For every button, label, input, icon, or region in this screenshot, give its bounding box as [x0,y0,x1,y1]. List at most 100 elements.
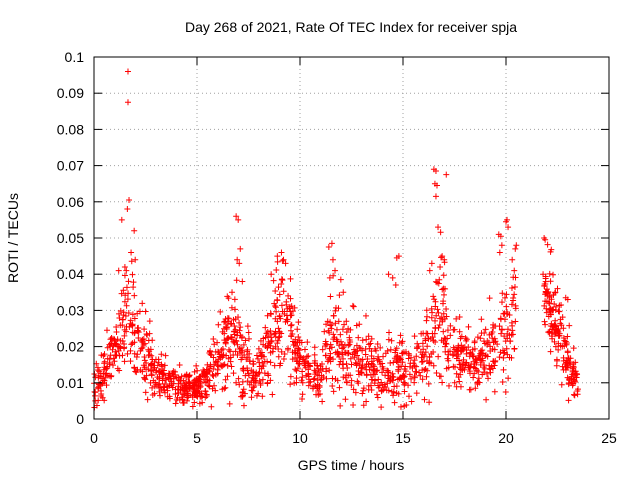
data-point [224,335,231,342]
data-point [231,322,238,329]
data-point [378,404,385,411]
data-point [123,267,130,274]
data-point [435,224,442,231]
data-point [281,350,288,357]
data-point [542,298,549,305]
data-point [384,367,391,374]
data-point [214,370,221,377]
data-point [374,357,381,364]
data-point [110,355,117,362]
data-point [486,295,493,302]
data-point [258,353,265,360]
data-point [326,329,333,336]
data-point [336,361,343,368]
data-point [363,336,370,343]
data-point [240,365,247,372]
data-point [365,333,372,340]
data-point [272,329,279,336]
data-point [443,306,450,313]
data-point [469,346,476,353]
data-point [447,332,454,339]
data-point [92,397,99,404]
data-point [336,292,343,299]
data-point [275,284,282,291]
data-point [485,375,492,382]
data-point [409,364,416,371]
data-point [275,345,282,352]
data-point [115,267,122,274]
data-point [204,369,211,376]
data-point [541,318,548,325]
data-point [239,278,246,285]
data-point [215,321,222,328]
data-point [421,396,428,403]
data-point [253,369,260,376]
data-point [191,399,198,406]
data-point [181,391,188,398]
data-point [210,365,217,372]
data-point [203,391,210,398]
data-point [423,307,430,314]
data-point [474,378,481,385]
data-point [211,382,218,389]
data-point [193,362,200,369]
data-point [384,347,391,354]
data-point [146,351,153,358]
data-point [511,291,518,298]
data-point [251,383,258,390]
data-point [227,321,234,328]
data-point [235,375,242,382]
data-point [377,344,384,351]
data-point [230,338,237,345]
data-point [451,326,458,333]
data-point [108,334,115,341]
data-point [389,274,396,281]
data-point [235,314,242,321]
data-point [287,312,294,319]
data-point [463,359,470,366]
data-point [370,371,377,378]
data-point [199,393,206,400]
data-point [392,282,399,289]
data-point [147,368,154,375]
data-point [330,388,337,395]
data-point [135,324,142,331]
data-point [180,377,187,384]
data-point [547,323,554,330]
data-point [362,312,369,319]
data-point [450,363,457,370]
data-point [117,337,124,344]
data-point [306,362,313,369]
data-point [196,400,203,407]
data-point [440,328,447,335]
data-point [501,333,508,340]
data-point [242,337,249,344]
data-point [411,374,418,381]
data-point [193,375,200,382]
data-point [227,348,234,355]
data-point [109,346,116,353]
data-point [224,293,231,300]
data-point [564,333,571,340]
data-point [489,335,496,342]
data-point [511,345,518,352]
data-point [453,370,460,377]
data-point [411,357,418,364]
data-point [210,335,217,342]
data-point [299,391,306,398]
data-point [470,353,477,360]
data-point [399,338,406,345]
data-point [372,345,379,352]
data-point [379,382,386,389]
data-point [283,301,290,308]
data-point [345,350,352,357]
data-point [556,302,563,309]
data-point [260,341,267,348]
data-point [127,317,134,324]
data-point [220,351,227,358]
data-point [423,313,430,320]
data-point [329,256,336,263]
data-point [327,293,334,300]
data-point [344,364,351,371]
data-point [504,326,511,333]
